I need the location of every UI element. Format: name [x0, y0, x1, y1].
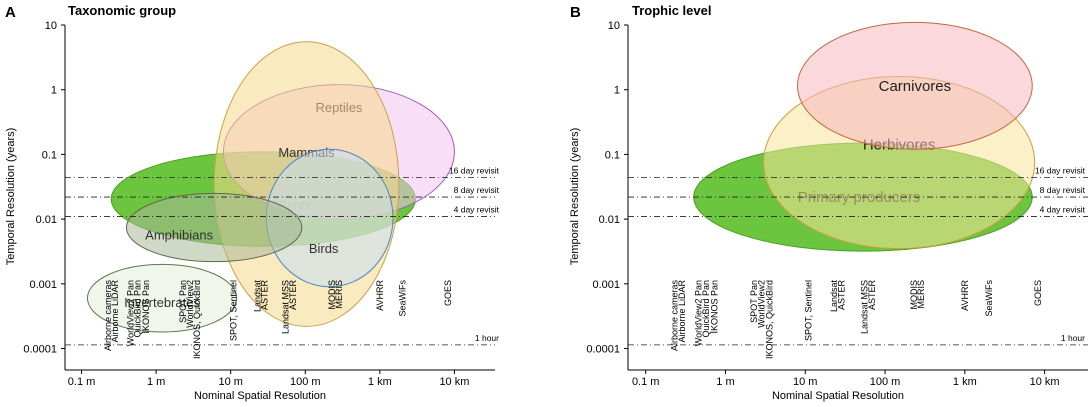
y-tick-label: 1 [614, 85, 620, 97]
x-tick-label: 10 m [793, 376, 817, 388]
y-tick-label: 0.1 [42, 149, 57, 161]
panel-b: B Trophic level 10 1 0.1 0.01 0.001 0.0001 0.1 m… [569, 3, 1088, 402]
group-ellipse-amphibians [125, 192, 303, 263]
sensor-label-airborne-cameras: Airborne cameras [103, 280, 113, 352]
y-tick-label: 10 [608, 20, 620, 32]
sensor-label-airborne-lidar: Airborne LiDAR [677, 280, 687, 343]
sensor-label-goes: GOES [443, 280, 453, 306]
y-tick-label: 0.0001 [23, 344, 57, 356]
x-tick-label: 0.1 m [632, 376, 660, 388]
y-tick-label: 0.001 [29, 279, 57, 291]
sensor-label-modis: MODIS [909, 280, 919, 310]
group-label-carnivores: Carnivores [879, 78, 952, 95]
sensor-label-worldview2-pan: WorldView2 Pan [126, 280, 136, 346]
sensor-label-quickbird-pan: QuickBird Pan [701, 280, 711, 338]
y-tick-label: 0.1 [605, 149, 620, 161]
sensor-label-spot-sentinel: SPOT, Sentinel [804, 280, 814, 341]
sensor-label-landsat: Landsat [829, 280, 839, 313]
revisit-label-4-day-revisit: 4 day revisit [1040, 204, 1086, 214]
revisit-label-8-day-revisit: 8 day revisit [454, 185, 500, 195]
sensor-label-aster: ASTER [288, 280, 298, 311]
y-tick-label: 0.0001 [586, 344, 620, 356]
y-axis-label: Temporal Resolution (years) [569, 128, 581, 266]
group-label-amphibians: Amphibians [145, 228, 213, 243]
sensor-label-airborne-cameras: Airborne cameras [669, 280, 679, 352]
x-tick-label: 100 m [290, 376, 321, 388]
sensor-label-landsat: Landsat [252, 280, 262, 313]
sensor-label-landsat-mss: Landsat MSS [859, 280, 869, 334]
group-label-invertebrates: Invertebrates [124, 295, 200, 310]
sensor-label-aster: ASTER [836, 280, 846, 311]
revisit-label-4-day-revisit: 4 day revisit [454, 204, 500, 214]
sensor-label-modis: MODIS [327, 280, 337, 310]
panel-letter: A [5, 4, 16, 21]
x-tick-label: 10 km [439, 376, 469, 388]
y-tick-label: 0.01 [36, 214, 57, 226]
chart-title: Trophic level [632, 3, 711, 18]
sensor-label-ikonos-pan: IKONOS Pan [710, 280, 720, 334]
sensor-label-avhrr: AVHRR [375, 280, 385, 311]
sensor-label-spot-pan: SPOT Pan [749, 280, 759, 323]
x-axis-label: Nominal Spatial Resolution [194, 390, 326, 402]
sensor-label-ikonos-quickbird: IKONOS, QuickBird [765, 280, 775, 359]
revisit-label-16-day-revisit: 16 day revisit [449, 166, 500, 176]
sensor-label-seawifs: SeaWiFs [397, 280, 407, 317]
sensor-label-ikonos-pan: IKONOS Pan [141, 280, 151, 334]
x-tick-label: 1 km [953, 376, 977, 388]
sensor-label-ikonos-quickbird: IKONOS, QuickBird [192, 280, 202, 359]
x-tick-label: 1 m [147, 376, 165, 388]
revisit-label-16-day-revisit: 16 day revisit [1035, 166, 1086, 176]
panel-a: A Taxonomic group 10 1 0.1 0.01 0.001 0.0001 0.1… [5, 3, 500, 402]
group-label-birds: Birds [309, 241, 339, 256]
sensor-label-airborne-lidar: Airborne LiDAR [110, 280, 120, 343]
y-tick-label: 10 [45, 20, 57, 32]
x-tick-label: 10 m [218, 376, 242, 388]
x-tick-label: 100 m [870, 376, 901, 388]
x-axis-label: Nominal Spatial Resolution [772, 390, 904, 402]
panel-letter: B [570, 4, 581, 21]
sensor-label-worldview2: WorldView2 [185, 280, 195, 328]
x-tick-label: 1 km [368, 376, 392, 388]
sensor-label-quickbird-pan: QuickBird Pan [133, 280, 143, 338]
sensor-label-worldview2-pan: WorldView2 Pan [693, 280, 703, 346]
sensor-label-spot-pan: SPOT Pan [178, 280, 188, 323]
x-tick-label: 1 m [716, 376, 734, 388]
x-tick-label: 0.1 m [68, 376, 96, 388]
sensor-label-landsat-mss: Landsat MSS [281, 280, 291, 334]
sensor-label-aster: ASTER [259, 280, 269, 311]
sensor-label-goes: GOES [1033, 280, 1043, 306]
sensor-label-seawifs: SeaWiFs [984, 280, 994, 317]
revisit-label-1-hour: 1 hour [1061, 333, 1085, 343]
chart-title: Taxonomic group [68, 3, 176, 18]
y-tick-label: 0.001 [592, 279, 620, 291]
y-tick-label: 0.01 [599, 214, 620, 226]
y-axis-label: Temporal Resolution (years) [5, 128, 17, 266]
sensor-label-avhrr: AVHRR [960, 280, 970, 311]
y-tick-label: 1 [51, 85, 57, 97]
revisit-label-1-hour: 1 hour [475, 333, 499, 343]
group-ellipse-invertebrates [86, 263, 238, 333]
sensor-label-spot-sentinel: SPOT, Sentinel [229, 280, 239, 341]
group-ellipse-carnivores [797, 21, 1033, 150]
sensor-label-worldview2: WorldView2 [757, 280, 767, 328]
sensor-label-meris: MERIS [334, 280, 344, 309]
sensor-label-meris: MERIS [916, 280, 926, 309]
revisit-label-8-day-revisit: 8 day revisit [1040, 185, 1086, 195]
x-tick-label: 10 km [1030, 376, 1060, 388]
sensor-label-aster: ASTER [867, 280, 877, 311]
